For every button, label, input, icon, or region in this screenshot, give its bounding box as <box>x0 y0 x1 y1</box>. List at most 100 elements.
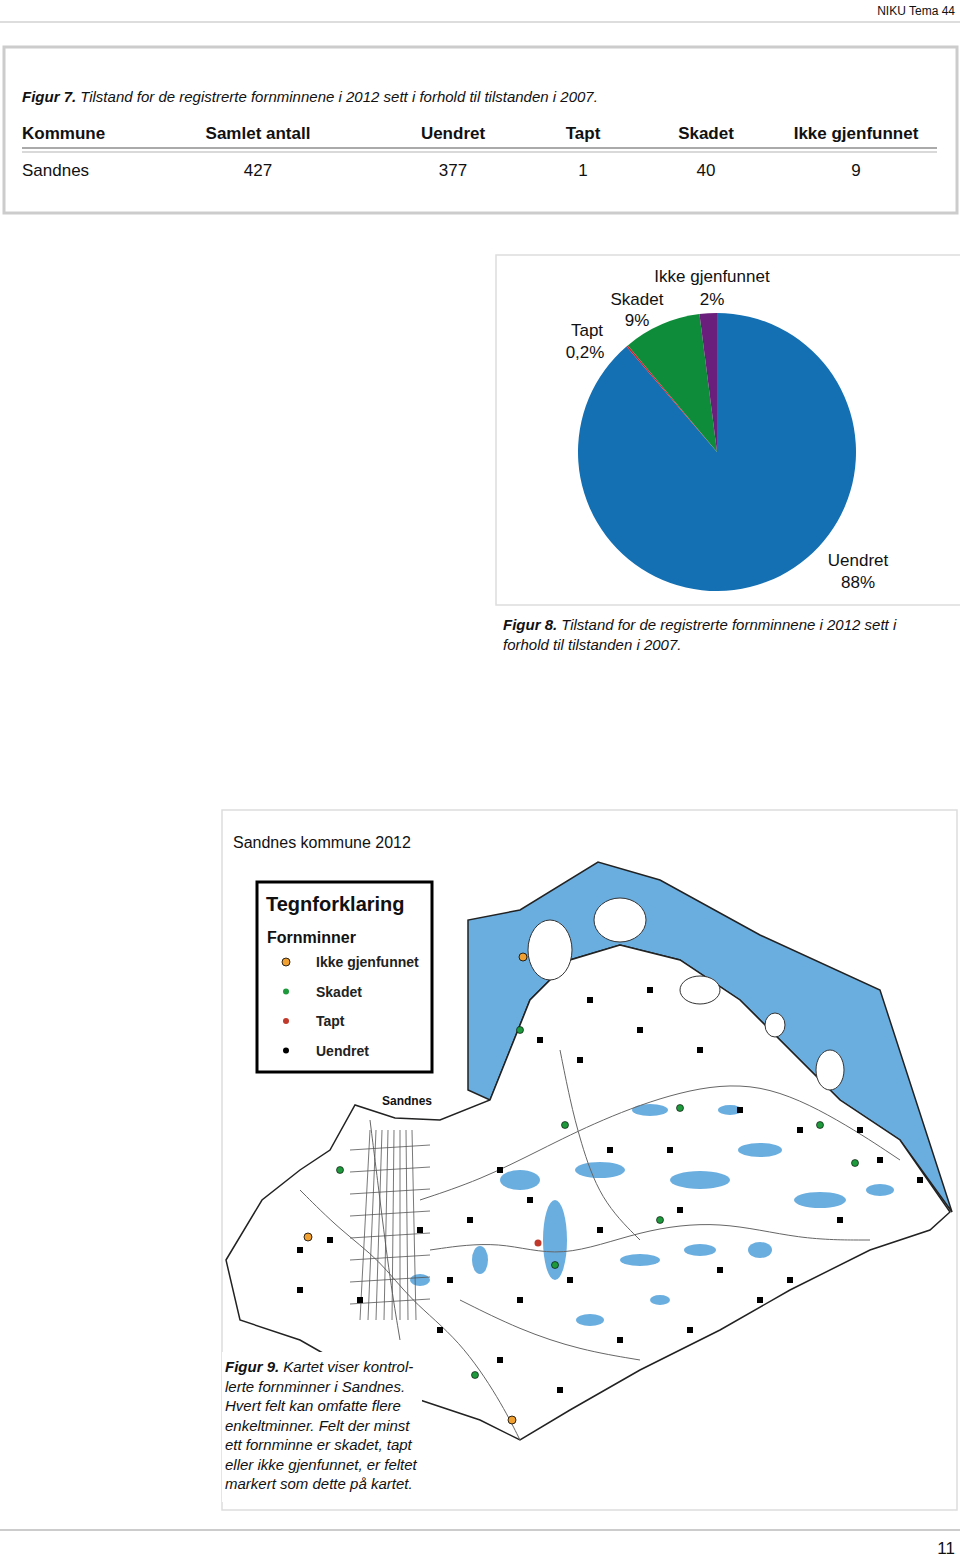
site-marker <box>519 953 527 961</box>
table-cell: 1 <box>578 161 587 180</box>
site-marker <box>587 997 593 1003</box>
island <box>816 1050 844 1090</box>
column-header: Samlet antall <box>206 124 311 143</box>
pie-slice <box>699 313 717 452</box>
site-marker <box>527 1197 533 1203</box>
site-marker <box>472 1372 479 1379</box>
site-marker <box>837 1217 843 1223</box>
site-marker <box>567 1277 573 1283</box>
site-marker <box>467 1217 473 1223</box>
lake <box>543 1200 567 1280</box>
figure-caption: Figur 8.Tilstand for de registrerte forn… <box>503 616 897 633</box>
figure-caption: forhold til tilstanden i 2007. <box>503 636 681 653</box>
site-marker <box>687 1327 693 1333</box>
header-text: NIKU Tema 44 <box>877 4 955 18</box>
page-footer: 11 <box>0 1530 960 1555</box>
lake <box>684 1244 716 1256</box>
island <box>528 920 572 980</box>
island <box>680 976 720 1004</box>
site-marker <box>797 1127 803 1133</box>
legend-symbol <box>283 989 289 995</box>
site-marker <box>517 1297 523 1303</box>
table-cell: 40 <box>697 161 716 180</box>
legend-item: Uendret <box>316 1043 369 1059</box>
street <box>350 1189 430 1194</box>
site-marker <box>852 1160 859 1167</box>
street <box>376 1130 382 1320</box>
slice-label: Uendret <box>828 551 889 570</box>
site-marker <box>677 1105 684 1112</box>
street <box>400 1130 401 1320</box>
header-rule <box>0 22 960 23</box>
lake <box>650 1295 670 1305</box>
site-marker <box>562 1122 569 1129</box>
page-number: 11 <box>937 1539 955 1555</box>
site-marker <box>497 1357 503 1363</box>
street <box>350 1255 430 1260</box>
road <box>420 1086 900 1200</box>
site-marker <box>917 1177 923 1183</box>
figure-caption: lerte fornminner i Sandnes. <box>225 1378 405 1395</box>
legend-title: Tegnforklaring <box>266 893 405 915</box>
site-marker <box>417 1227 423 1233</box>
site-marker <box>552 1262 559 1269</box>
table-cell: 9 <box>851 161 860 180</box>
figure-caption: ett fornminne er skadet, tapt <box>225 1436 413 1453</box>
lake <box>620 1254 660 1266</box>
caption-text: Tilstand for de registrerte fornminnene … <box>80 88 598 105</box>
table-figure: Figur 7.Tilstand for de registrerte forn… <box>4 47 957 213</box>
column-header: Ikke gjenfunnet <box>794 124 919 143</box>
site-marker <box>737 1107 743 1113</box>
table-cell: 377 <box>439 161 467 180</box>
site-marker <box>657 1217 664 1224</box>
slice-value: 88% <box>841 573 875 592</box>
road <box>460 1300 640 1360</box>
legend-item: Skadet <box>316 984 362 1000</box>
legend-symbol <box>283 1048 289 1054</box>
site-marker <box>437 1327 443 1333</box>
site-marker <box>304 1233 312 1241</box>
site-marker <box>787 1277 793 1283</box>
site-marker <box>857 1127 863 1133</box>
site-marker <box>557 1387 563 1393</box>
table-cell: 427 <box>244 161 272 180</box>
street <box>350 1145 430 1150</box>
street <box>384 1130 388 1320</box>
pie-slices <box>578 313 856 591</box>
map-legend: TegnforklaringFornminnerIkke gjenfunnetS… <box>257 882 432 1072</box>
island <box>765 1013 785 1037</box>
header-rule <box>22 151 937 153</box>
site-marker <box>337 1167 344 1174</box>
lake <box>794 1192 846 1208</box>
lake <box>575 1162 625 1178</box>
figure-caption: enkeltminner. Felt der minst <box>225 1417 410 1434</box>
site-marker <box>537 1037 543 1043</box>
lake <box>576 1314 604 1326</box>
street <box>350 1233 430 1238</box>
road <box>560 1050 640 1240</box>
site-marker <box>597 1227 603 1233</box>
slice-value: 2% <box>700 290 725 309</box>
caption-label: Figur 9. <box>225 1358 279 1375</box>
column-header: Kommune <box>22 124 105 143</box>
table-caption: Figur 7.Tilstand for de registrerte forn… <box>22 88 598 105</box>
lake <box>748 1242 772 1258</box>
column-header: Tapt <box>566 124 601 143</box>
map-figure: Sandnes kommune 2012TegnforklaringFornmi… <box>222 810 957 1510</box>
table-frame <box>4 47 957 213</box>
caption-label: Figur 8. <box>503 616 557 633</box>
column-header: Skadet <box>678 124 734 143</box>
site-marker <box>667 1147 673 1153</box>
site-marker <box>357 1297 363 1303</box>
site-marker <box>637 1027 643 1033</box>
lake <box>866 1184 894 1196</box>
footer-rule <box>0 1529 960 1531</box>
slice-label: Skadet <box>611 290 664 309</box>
site-marker <box>297 1287 303 1293</box>
site-marker <box>535 1240 542 1247</box>
legend-symbol <box>283 1018 289 1024</box>
page: NIKU Tema 44 11 Figur 7.Tilstand for de re… <box>0 0 960 1555</box>
site-marker <box>508 1416 516 1424</box>
site-marker <box>817 1122 824 1129</box>
pie-slice <box>578 313 856 591</box>
